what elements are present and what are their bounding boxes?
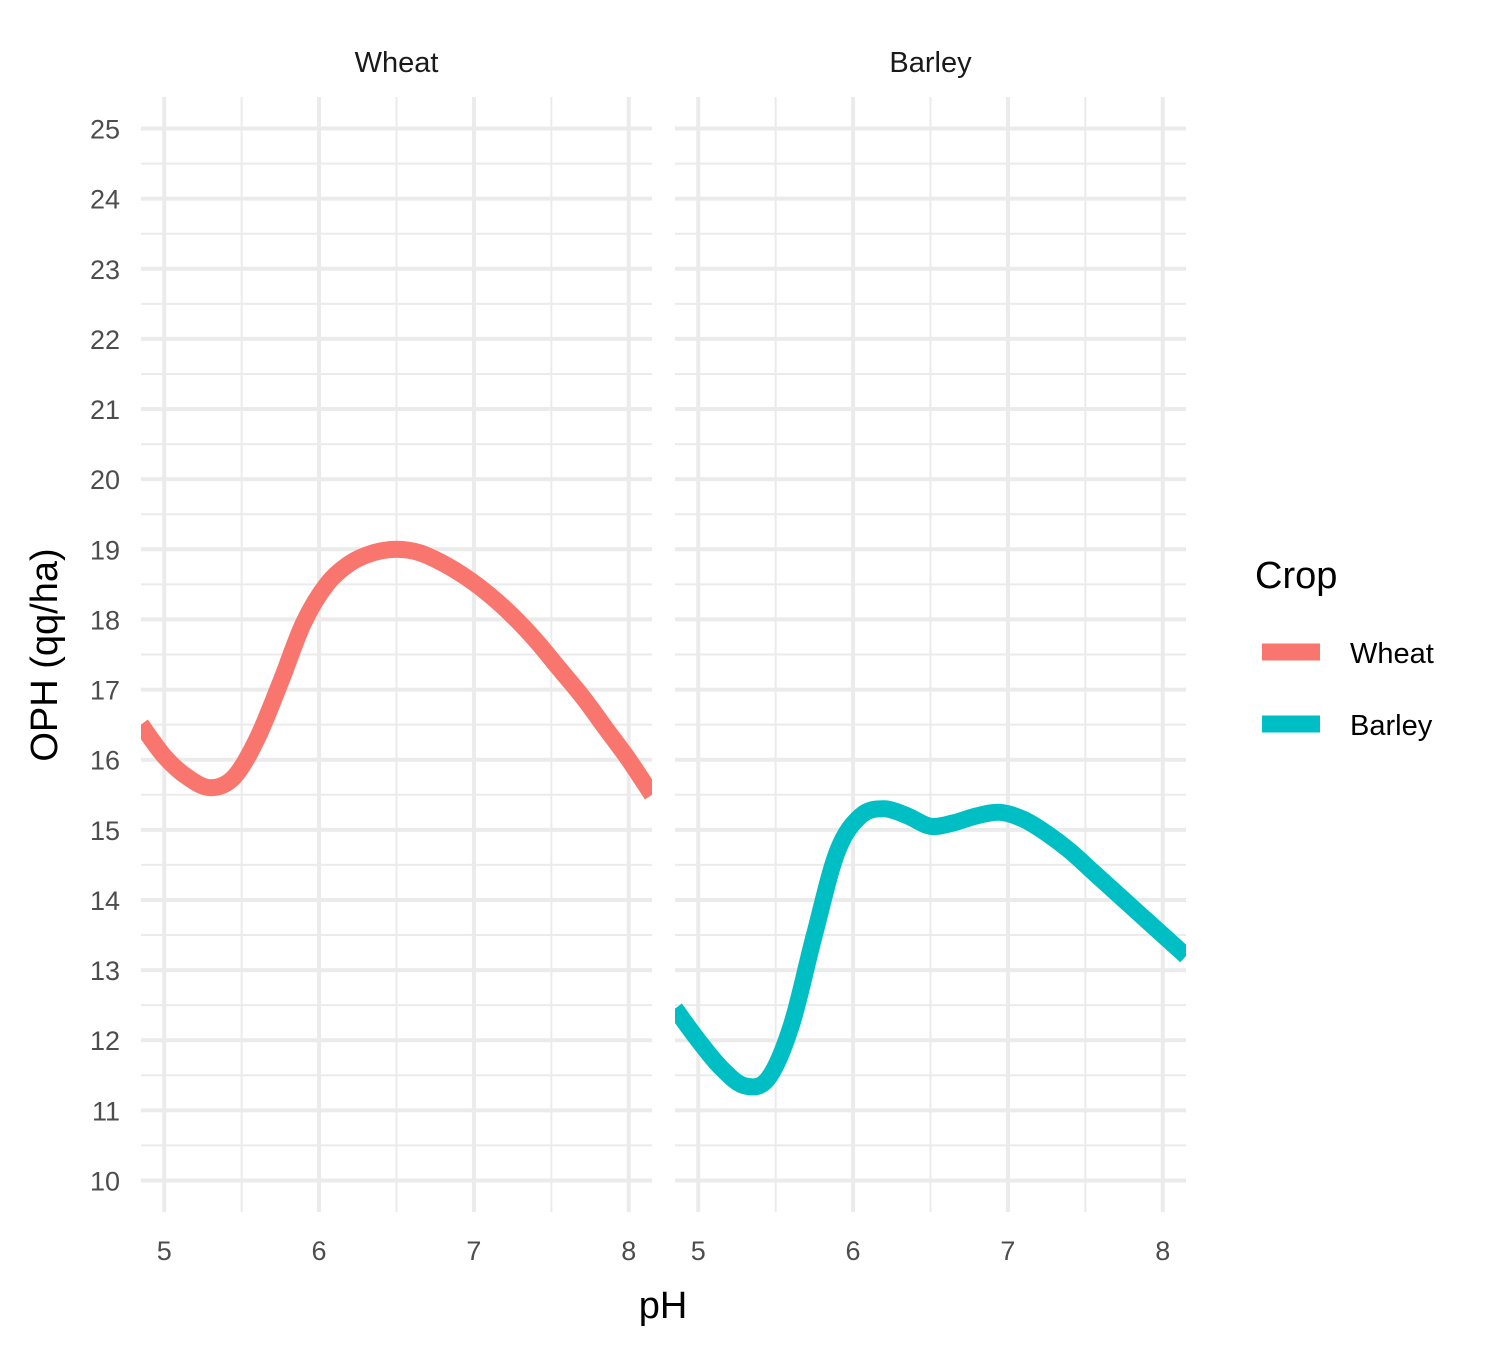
y-tick-label-16: 16 [90,746,120,776]
x-tick-label-8: 8 [621,1236,636,1266]
legend-label-wheat: Wheat [1350,638,1434,670]
facet-strip-label: Barley [889,47,972,79]
y-tick-label-14: 14 [90,886,120,916]
y-tick-label-17: 17 [90,676,120,706]
y-tick-label-24: 24 [90,185,120,215]
y-tick-label-12: 12 [90,1026,120,1056]
x-axis-barley: 5 6 7 8 [691,1236,1171,1266]
legend-title: Crop [1255,555,1337,597]
legend-entries: Wheat Barley [1262,638,1434,742]
y-tick-label-21: 21 [90,395,120,425]
major-gridlines [141,97,652,1212]
x-axis-wheat: 5 6 7 8 [157,1236,637,1266]
x-axis-title: pH [639,1285,688,1327]
y-tick-label-22: 22 [90,325,120,355]
facet-panel-barley: 5 6 7 8 Barley [675,47,1186,1266]
series-line-barley [675,800,1186,1096]
y-tick-label-10: 10 [90,1166,120,1196]
y-axis-title: OPH (qq/ha) [24,548,66,761]
facet-panels: 5 6 7 8 Wheat 5 6 7 8 Barley [141,47,1186,1266]
x-tick-label-8: 8 [1155,1236,1170,1266]
y-tick-label-11: 11 [92,1096,120,1126]
y-tick-label-20: 20 [90,465,120,495]
minor-gridlines [675,97,1186,1212]
y-tick-label-19: 19 [90,535,120,565]
y-tick-label-25: 25 [90,115,120,145]
y-tick-label-15: 15 [90,816,120,846]
y-tick-label-23: 23 [90,255,120,285]
legend-label-barley: Barley [1350,710,1433,742]
x-tick-label-6: 6 [846,1236,861,1266]
major-gridlines [675,97,1186,1212]
y-tick-label-18: 18 [90,605,120,635]
legend: Crop Wheat Barley [1255,555,1434,742]
x-tick-label-6: 6 [312,1236,327,1266]
x-tick-label-5: 5 [157,1236,172,1266]
legend-entry-wheat: Wheat [1262,638,1434,670]
legend-entry-barley: Barley [1262,710,1433,742]
x-tick-label-5: 5 [691,1236,706,1266]
minor-gridlines [141,97,652,1212]
y-tick-label-13: 13 [90,956,120,986]
facet-strip-label: Wheat [355,47,439,79]
x-tick-label-7: 7 [466,1236,481,1266]
y-axis: 10 11 12 13 14 15 16 17 18 19 20 21 22 23 24 25 [90,115,120,1197]
x-tick-label-7: 7 [1000,1236,1015,1266]
facet-panel-wheat: 5 6 7 8 Wheat [141,47,652,1266]
series-line-wheat [141,540,652,800]
